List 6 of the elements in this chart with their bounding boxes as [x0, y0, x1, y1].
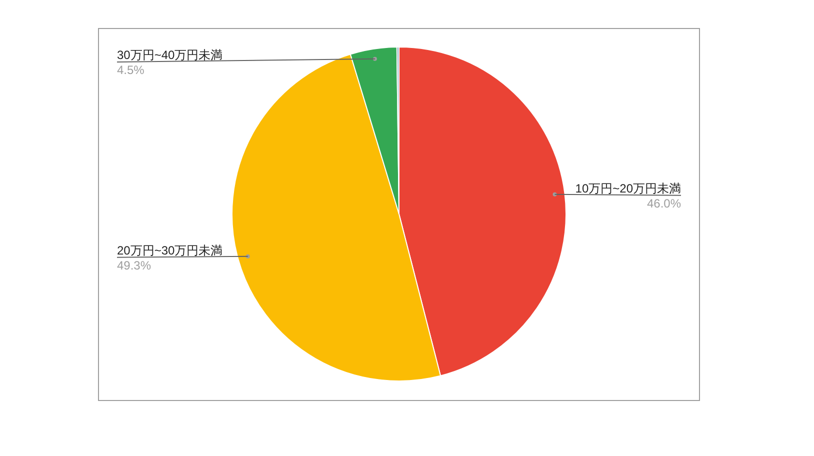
slice-label: 30万円~40万円未満 [117, 48, 223, 62]
slice-label: 10万円~20万円未満 [575, 181, 681, 196]
slice-label: 20万円~30万円未満 [117, 243, 223, 258]
data-label: 4.5% [117, 63, 145, 77]
data-label: 49.3% [117, 258, 152, 272]
data-label: 46.0% [646, 196, 682, 210]
